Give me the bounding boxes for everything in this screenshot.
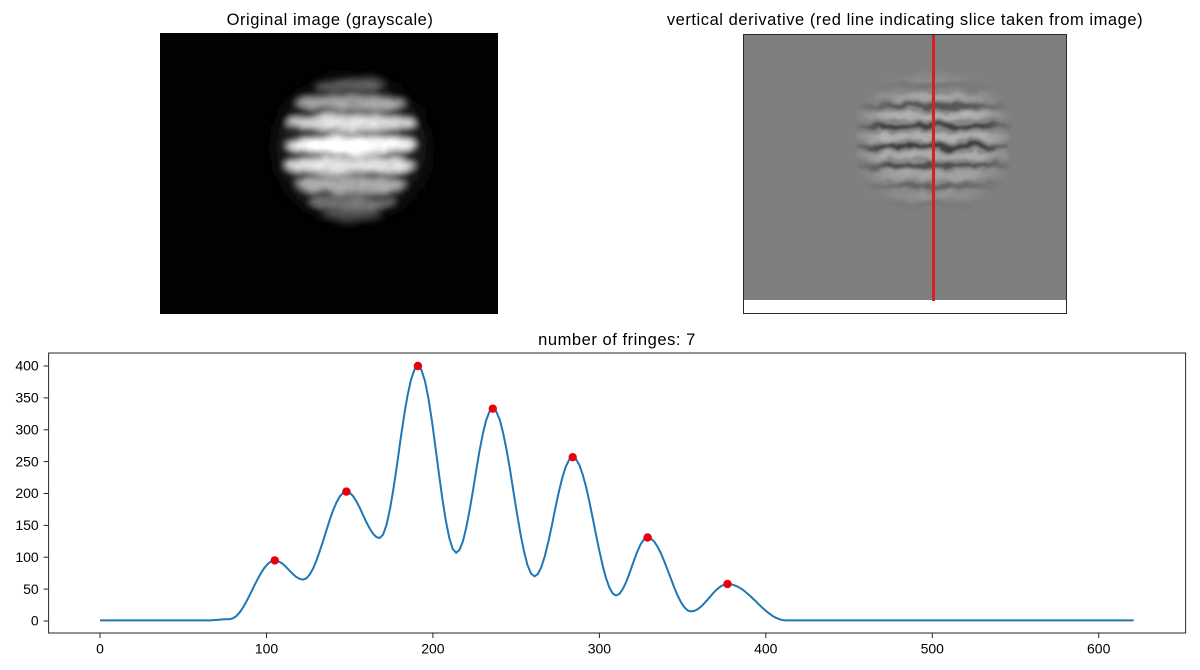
svg-text:400: 400: [754, 640, 778, 656]
svg-text:100: 100: [15, 549, 39, 565]
svg-text:number of fringes: 7: number of fringes: 7: [538, 331, 696, 349]
svg-text:0: 0: [31, 613, 39, 629]
svg-text:300: 300: [15, 421, 39, 437]
svg-text:250: 250: [15, 453, 39, 469]
svg-text:50: 50: [23, 581, 39, 597]
svg-text:0: 0: [96, 640, 104, 656]
svg-text:600: 600: [1087, 640, 1111, 656]
svg-text:300: 300: [588, 640, 612, 656]
svg-text:200: 200: [15, 485, 39, 501]
svg-text:150: 150: [15, 517, 39, 533]
svg-text:500: 500: [921, 640, 945, 656]
svg-text:350: 350: [15, 390, 39, 406]
svg-text:200: 200: [421, 640, 445, 656]
svg-text:100: 100: [255, 640, 279, 656]
svg-text:400: 400: [15, 358, 39, 374]
